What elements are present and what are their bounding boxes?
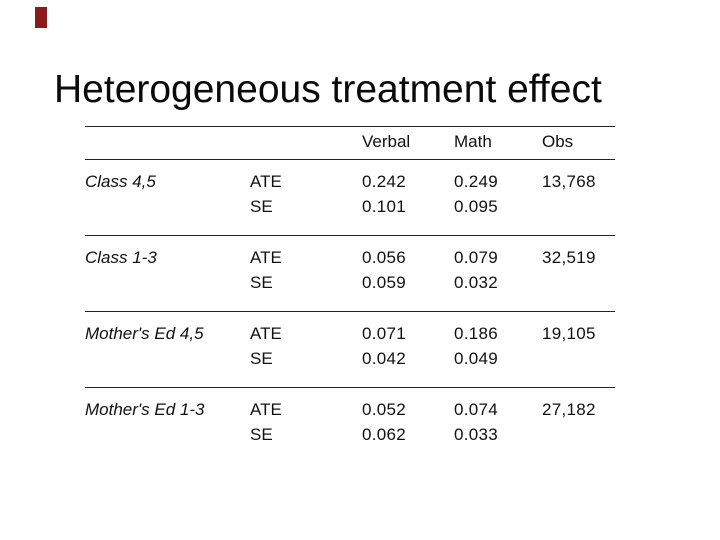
stat-name: ATE bbox=[250, 400, 282, 419]
table-row: Mother's Ed 4,5 ATE 0.071 0.186 19,105 bbox=[85, 321, 615, 346]
stat-name: SE bbox=[250, 273, 273, 292]
row-label: Class 1-3 bbox=[85, 248, 157, 267]
slide-title: Heterogeneous treatment effect bbox=[54, 68, 602, 112]
obs-value: 32,519 bbox=[542, 248, 596, 267]
stat-name: SE bbox=[250, 197, 273, 216]
math-value: 0.033 bbox=[454, 425, 499, 444]
verbal-value: 0.242 bbox=[362, 172, 407, 191]
slide-accent-bar bbox=[35, 7, 47, 28]
table-group-class-13: Class 1-3 ATE 0.056 0.079 32,519 SE 0.05… bbox=[85, 235, 615, 311]
verbal-value: 0.101 bbox=[362, 197, 407, 216]
verbal-value: 0.056 bbox=[362, 248, 407, 267]
column-header-verbal: Verbal bbox=[362, 132, 411, 151]
table-row: Class 4,5 ATE 0.242 0.249 13,768 bbox=[85, 169, 615, 194]
table-group-mothers-ed-45: Mother's Ed 4,5 ATE 0.071 0.186 19,105 S… bbox=[85, 311, 615, 387]
table-group-class-45: Class 4,5 ATE 0.242 0.249 13,768 SE 0.10… bbox=[85, 160, 615, 235]
math-value: 0.186 bbox=[454, 324, 499, 343]
column-header-math: Math bbox=[454, 132, 492, 151]
math-value: 0.095 bbox=[454, 197, 499, 216]
obs-value: 27,182 bbox=[542, 400, 596, 419]
table-row: SE 0.059 0.032 bbox=[85, 270, 615, 295]
verbal-value: 0.042 bbox=[362, 349, 407, 368]
math-value: 0.079 bbox=[454, 248, 499, 267]
stat-name: SE bbox=[250, 349, 273, 368]
verbal-value: 0.059 bbox=[362, 273, 407, 292]
obs-value: 13,768 bbox=[542, 172, 596, 191]
column-header-obs: Obs bbox=[542, 132, 574, 151]
table-row: Class 1-3 ATE 0.056 0.079 32,519 bbox=[85, 245, 615, 270]
table-row: SE 0.101 0.095 bbox=[85, 194, 615, 219]
math-value: 0.074 bbox=[454, 400, 499, 419]
table-group-mothers-ed-13: Mother's Ed 1-3 ATE 0.052 0.074 27,182 S… bbox=[85, 387, 615, 463]
table-header-row: Verbal Math Obs bbox=[85, 126, 615, 160]
verbal-value: 0.071 bbox=[362, 324, 407, 343]
results-table: Verbal Math Obs Class 4,5 ATE 0.242 0.24… bbox=[85, 126, 615, 463]
table-row: SE 0.062 0.033 bbox=[85, 422, 615, 447]
table-row: Mother's Ed 1-3 ATE 0.052 0.074 27,182 bbox=[85, 397, 615, 422]
math-value: 0.049 bbox=[454, 349, 499, 368]
row-label: Mother's Ed 1-3 bbox=[85, 400, 205, 419]
stat-name: ATE bbox=[250, 248, 282, 267]
table-row: SE 0.042 0.049 bbox=[85, 346, 615, 371]
math-value: 0.249 bbox=[454, 172, 499, 191]
math-value: 0.032 bbox=[454, 273, 499, 292]
row-label: Class 4,5 bbox=[85, 172, 156, 191]
stat-name: ATE bbox=[250, 324, 282, 343]
verbal-value: 0.062 bbox=[362, 425, 407, 444]
stat-name: SE bbox=[250, 425, 273, 444]
stat-name: ATE bbox=[250, 172, 282, 191]
row-label: Mother's Ed 4,5 bbox=[85, 324, 204, 343]
obs-value: 19,105 bbox=[542, 324, 596, 343]
verbal-value: 0.052 bbox=[362, 400, 407, 419]
